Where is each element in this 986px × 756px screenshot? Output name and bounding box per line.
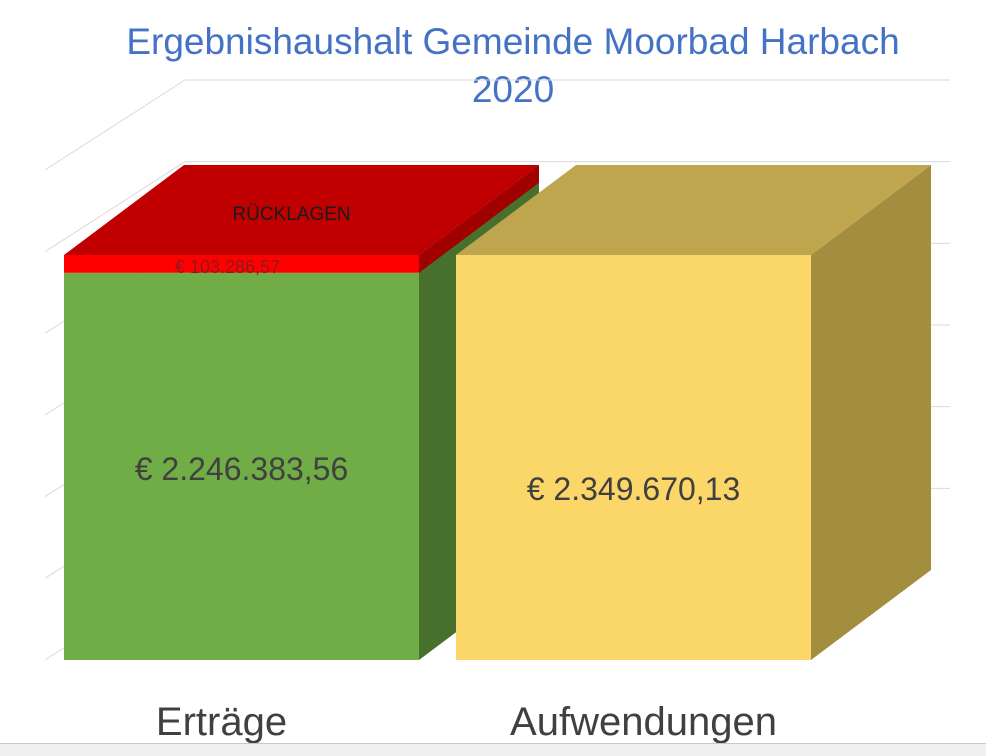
data-label-0: € 2.246.383,56	[135, 451, 349, 487]
bar-cap-front-0	[64, 255, 419, 273]
bar-cap-side-0	[419, 165, 539, 273]
bars	[64, 165, 931, 660]
chart-title: Ergebnishaushalt Gemeinde Moorbad Harbac…	[0, 18, 986, 114]
category-labels: Erträge Aufwendungen	[156, 700, 777, 744]
data-labels: € 2.246.383,56 € 103.286,57 RÜCKLAGEN € 2.3…	[135, 204, 741, 507]
gridline-side-4	[44, 161, 186, 253]
window-bottom-edge	[0, 743, 986, 756]
bar-front-0	[64, 272, 419, 660]
chart-title-line-1: Ergebnishaushalt Gemeinde Moorbad Harbac…	[126, 21, 900, 62]
chart-title-line-2: 2020	[471, 69, 555, 110]
bar-top-0	[64, 165, 539, 255]
gridline-side-5	[44, 79, 186, 171]
reserve-name-label: RÜCKLAGEN	[232, 204, 350, 225]
category-label-1: Aufwendungen	[510, 700, 777, 744]
reserve-value-label: € 103.286,57	[175, 257, 280, 277]
category-label-0: Erträge	[156, 700, 287, 744]
bar-side-1	[811, 165, 931, 660]
bar-front-1	[456, 255, 811, 660]
data-label-1: € 2.349.670,13	[527, 471, 741, 507]
bar-top-1	[456, 165, 931, 255]
